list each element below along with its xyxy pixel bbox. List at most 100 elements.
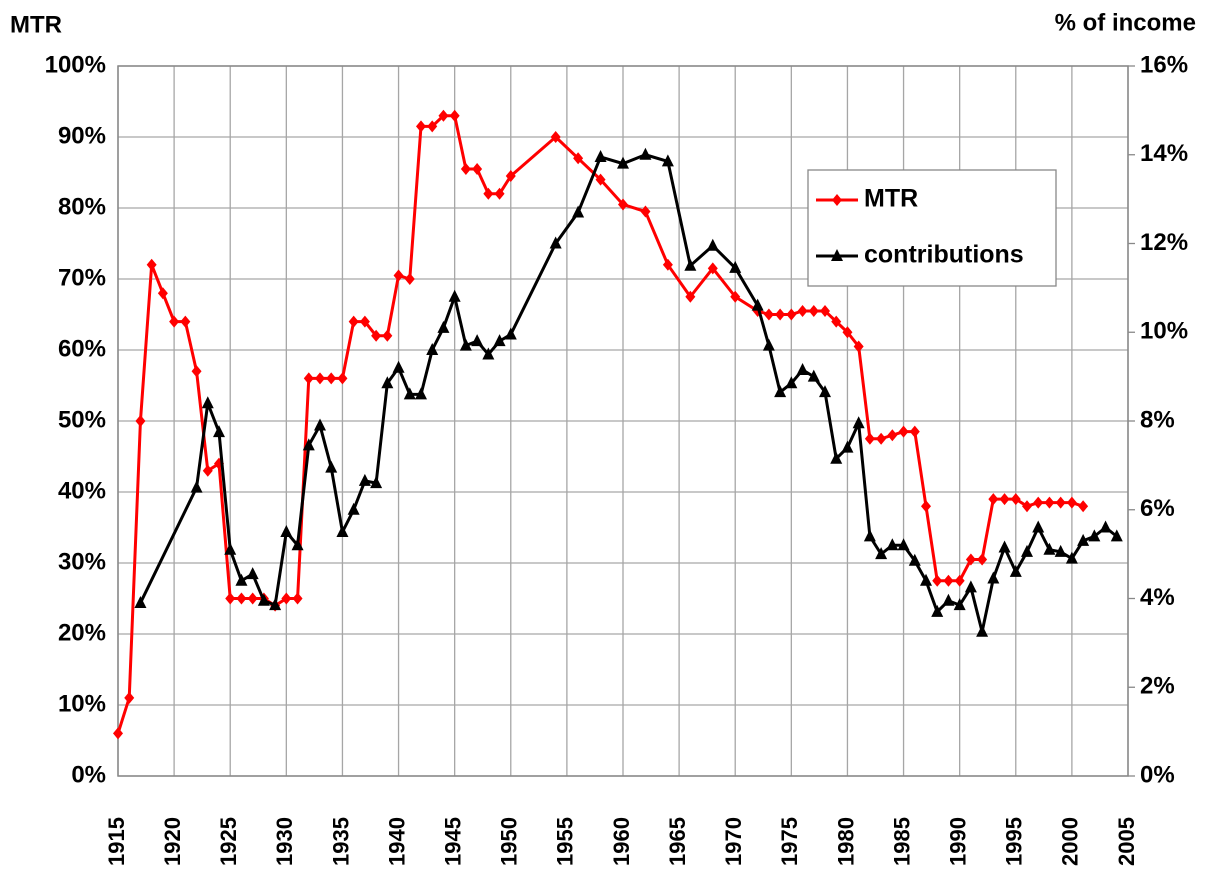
marker bbox=[786, 308, 797, 321]
marker bbox=[707, 262, 718, 275]
marker bbox=[471, 334, 484, 347]
marker bbox=[358, 473, 371, 486]
marker bbox=[831, 249, 843, 261]
marker bbox=[921, 500, 931, 513]
marker bbox=[1021, 544, 1033, 557]
marker bbox=[225, 592, 236, 605]
marker bbox=[426, 343, 439, 355]
y-tick-label: 40% bbox=[58, 477, 106, 504]
marker bbox=[774, 385, 787, 398]
y-tick-label: 80% bbox=[58, 193, 106, 220]
marker bbox=[864, 432, 875, 445]
marker bbox=[415, 387, 427, 400]
marker bbox=[246, 567, 259, 580]
marker bbox=[594, 149, 607, 162]
y2-tick-label: 10% bbox=[1140, 318, 1188, 345]
plot-frame bbox=[117, 65, 1129, 777]
x-tick-label: 1960 bbox=[609, 817, 634, 866]
marker bbox=[931, 604, 944, 617]
y2-tick-label: 4% bbox=[1140, 584, 1175, 611]
marker bbox=[201, 396, 214, 409]
marker bbox=[1044, 496, 1055, 509]
marker bbox=[1055, 496, 1066, 509]
marker bbox=[909, 425, 920, 438]
y2-tick-label: 12% bbox=[1140, 229, 1188, 256]
marker bbox=[842, 326, 853, 339]
marker bbox=[416, 120, 426, 133]
x-tick-label: 1975 bbox=[777, 817, 802, 866]
marker bbox=[942, 593, 955, 606]
x-tick-label: 1990 bbox=[945, 817, 970, 866]
marker bbox=[887, 429, 898, 442]
marker bbox=[1010, 493, 1021, 506]
marker bbox=[898, 425, 909, 438]
marker bbox=[920, 573, 932, 586]
marker bbox=[954, 574, 965, 587]
marker bbox=[1088, 529, 1101, 542]
marker bbox=[493, 334, 506, 347]
marker bbox=[135, 415, 146, 427]
x-tick-label: 1970 bbox=[721, 817, 746, 866]
marker bbox=[235, 573, 248, 586]
marker bbox=[302, 438, 315, 451]
marker bbox=[1022, 500, 1032, 513]
y-tick-label: 30% bbox=[58, 548, 106, 575]
marker bbox=[359, 315, 370, 328]
marker bbox=[1054, 544, 1067, 557]
marker bbox=[448, 289, 461, 302]
y-tick-label: 10% bbox=[58, 690, 106, 717]
marker bbox=[1033, 496, 1044, 509]
marker bbox=[191, 365, 202, 378]
marker bbox=[976, 624, 989, 637]
x-tick-label: 1985 bbox=[889, 817, 914, 866]
marker bbox=[348, 315, 359, 328]
series bbox=[113, 109, 1089, 740]
marker bbox=[505, 170, 516, 183]
marker bbox=[134, 595, 147, 608]
marker bbox=[393, 269, 404, 282]
marker bbox=[483, 187, 494, 200]
marker bbox=[832, 194, 842, 206]
marker bbox=[303, 372, 314, 385]
y-tick-label: 90% bbox=[58, 122, 106, 149]
marker bbox=[291, 538, 304, 551]
y2-tick-label: 0% bbox=[1140, 761, 1175, 788]
marker bbox=[494, 187, 505, 200]
marker bbox=[438, 109, 449, 122]
x-tick-label: 1935 bbox=[328, 817, 353, 866]
x-tick-label: 1950 bbox=[497, 817, 522, 866]
x-tick-label: 1925 bbox=[216, 817, 241, 866]
marker bbox=[157, 287, 168, 300]
marker bbox=[403, 387, 416, 400]
marker bbox=[964, 580, 977, 593]
marker bbox=[797, 304, 808, 317]
marker bbox=[932, 574, 943, 587]
marker bbox=[999, 493, 1010, 506]
y-tick-label: 100% bbox=[45, 51, 106, 78]
series bbox=[134, 147, 1123, 637]
marker bbox=[1065, 551, 1078, 564]
marker bbox=[863, 529, 876, 542]
marker bbox=[808, 304, 819, 317]
marker bbox=[763, 308, 774, 321]
y-tick-label: 0% bbox=[71, 761, 106, 788]
marker bbox=[347, 502, 360, 515]
marker bbox=[820, 304, 830, 317]
marker bbox=[213, 425, 225, 438]
marker bbox=[662, 258, 673, 271]
x-tick-label: 1915 bbox=[104, 817, 129, 866]
marker bbox=[729, 260, 742, 273]
marker bbox=[796, 362, 809, 375]
marker bbox=[371, 329, 382, 342]
y2-tick-label: 14% bbox=[1140, 140, 1188, 167]
marker bbox=[730, 290, 741, 303]
marker bbox=[684, 258, 697, 271]
marker bbox=[504, 327, 517, 340]
marker bbox=[382, 329, 393, 342]
x-tick-label: 1945 bbox=[440, 817, 465, 866]
marker bbox=[337, 372, 348, 385]
x-tick-label: 1930 bbox=[272, 817, 297, 866]
marker bbox=[381, 376, 394, 389]
y2-tick-label: 16% bbox=[1140, 51, 1188, 78]
